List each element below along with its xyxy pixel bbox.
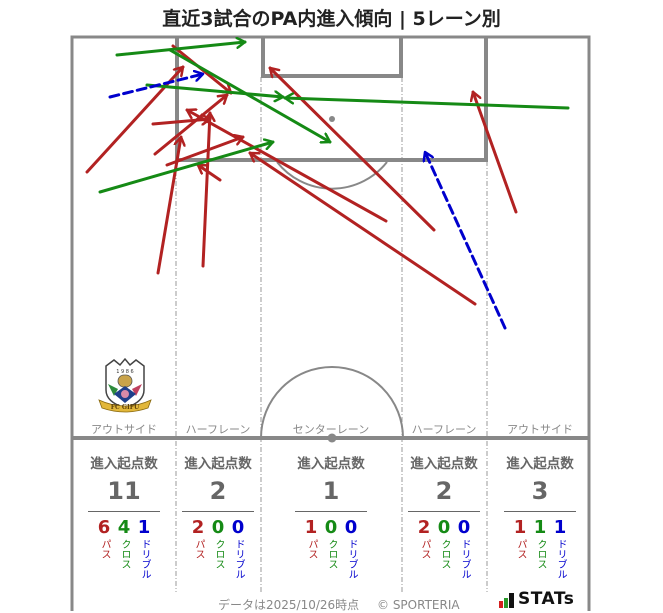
stat-total: 2 bbox=[209, 477, 227, 505]
cross-label: クロス bbox=[326, 539, 337, 569]
page-title: 直近3試合のPA内進入傾向 | 5レーン別 bbox=[162, 8, 501, 30]
lane-label-outside-right: アウトサイド bbox=[507, 423, 573, 436]
pass-count: 6 bbox=[97, 517, 111, 538]
cross-label: クロス bbox=[535, 539, 546, 569]
pass-arrow bbox=[185, 110, 388, 223]
copyright: © SPORTERIA bbox=[377, 598, 460, 612]
footer: データは2025/10/26時点 © SPORTERIA bbox=[218, 596, 474, 613]
lane-label-outside-left: アウトサイド bbox=[91, 423, 157, 436]
data-date: データは2025/10/26時点 bbox=[218, 598, 360, 612]
pass-arrow bbox=[196, 163, 222, 182]
stat-total: 1 bbox=[322, 477, 340, 505]
pass-arrow bbox=[85, 65, 185, 174]
stat-column-outside-left: 進入起点数 11 6 パス 4 クロス 1 ドリブル bbox=[84, 452, 164, 579]
stat-total: 3 bbox=[531, 477, 549, 505]
stat-header: 進入起点数 bbox=[297, 456, 365, 472]
stat-divider bbox=[408, 511, 480, 512]
lane-dividers bbox=[175, 77, 488, 592]
cross-count: 0 bbox=[211, 517, 225, 538]
cross-count: 1 bbox=[533, 517, 547, 538]
stat-divider bbox=[88, 511, 160, 512]
dribble-count: 0 bbox=[344, 517, 358, 538]
stat-divider bbox=[504, 511, 576, 512]
pass-label: パス bbox=[419, 539, 430, 559]
cross-count: 0 bbox=[437, 517, 451, 538]
stats-brand-logo: STATs bbox=[499, 590, 574, 608]
cross-arrow bbox=[98, 142, 275, 194]
pass-label: パス bbox=[99, 539, 110, 559]
brand-name: STATs bbox=[518, 589, 575, 609]
stat-header: 進入起点数 bbox=[506, 456, 574, 472]
cross-label: クロス bbox=[119, 539, 130, 569]
club-logo-year: 1 9 8 6 bbox=[116, 369, 134, 375]
pass-arrow bbox=[201, 111, 210, 268]
center-circle bbox=[260, 366, 404, 439]
pass-arrow bbox=[268, 66, 436, 232]
pitch-outline bbox=[70, 35, 591, 611]
dribble-count: 1 bbox=[553, 517, 567, 538]
stat-header: 進入起点数 bbox=[90, 456, 158, 472]
center-spot bbox=[327, 433, 337, 443]
pass-label: パス bbox=[193, 539, 204, 559]
dribble-arrow bbox=[425, 150, 507, 330]
logo-bar-black bbox=[509, 593, 514, 608]
cross-arrow bbox=[283, 98, 570, 110]
dribble-count: 0 bbox=[457, 517, 471, 538]
dribble-label: ドリブル bbox=[346, 539, 357, 579]
pass-arrow bbox=[248, 151, 477, 306]
stat-total: 11 bbox=[107, 477, 141, 505]
cross-count: 0 bbox=[324, 517, 338, 538]
entry-arrows bbox=[85, 42, 570, 330]
stat-header: 進入起点数 bbox=[184, 456, 252, 472]
penalty-area bbox=[175, 37, 488, 162]
dribble-count: 0 bbox=[231, 517, 245, 538]
cross-arrow bbox=[145, 83, 285, 97]
pass-count: 1 bbox=[304, 517, 318, 538]
cross-label: クロス bbox=[439, 539, 450, 569]
dribble-label: ドリブル bbox=[233, 539, 244, 579]
penalty-spot bbox=[329, 116, 335, 122]
stat-total: 2 bbox=[435, 477, 453, 505]
club-logo-name: FC GIFU bbox=[111, 404, 140, 411]
dribble-arrow bbox=[108, 74, 205, 99]
cross-arrow bbox=[115, 42, 247, 57]
stat-divider bbox=[182, 511, 254, 512]
pass-count: 2 bbox=[191, 517, 205, 538]
dribble-label: ドリブル bbox=[459, 539, 470, 579]
cross-arrow bbox=[168, 48, 332, 142]
stat-column-halfspace-left: 進入起点数 2 2 パス 0 クロス 0 ドリブル bbox=[178, 452, 258, 579]
pass-arrow bbox=[151, 119, 212, 124]
lane-label-halfspace-left: ハーフレーン bbox=[185, 423, 251, 436]
pass-label: パス bbox=[515, 539, 526, 559]
pass-arrow bbox=[165, 137, 245, 167]
pass-label: パス bbox=[306, 539, 317, 559]
dribble-label: ドリブル bbox=[139, 539, 150, 579]
pass-count: 1 bbox=[513, 517, 527, 538]
pass-arrow bbox=[156, 135, 181, 275]
dribble-label: ドリブル bbox=[555, 539, 566, 579]
cross-label: クロス bbox=[213, 539, 224, 569]
lane-label-center: センターレーン bbox=[292, 423, 370, 436]
stat-column-center: 進入起点数 1 1 パス 0 クロス 0 ドリブル bbox=[291, 452, 371, 579]
pass-count: 2 bbox=[417, 517, 431, 538]
club-logo-fc-gifu: 1 9 8 6 FC GIFU bbox=[98, 357, 152, 413]
pass-arrow bbox=[153, 93, 229, 156]
lane-label-halfspace-right: ハーフレーン bbox=[411, 423, 477, 436]
goal-area bbox=[261, 37, 403, 78]
dribble-count: 1 bbox=[137, 517, 151, 538]
stat-header: 進入起点数 bbox=[410, 456, 478, 472]
cross-count: 4 bbox=[117, 517, 131, 538]
stat-column-halfspace-right: 進入起点数 2 2 パス 0 クロス 0 ドリブル bbox=[404, 452, 484, 579]
logo-bar-green bbox=[504, 598, 508, 608]
logo-bar-red bbox=[499, 601, 503, 608]
pass-arrow bbox=[473, 90, 518, 214]
stat-column-outside-right: 進入起点数 3 1 パス 1 クロス 1 ドリブル bbox=[500, 452, 580, 579]
stat-divider bbox=[295, 511, 367, 512]
